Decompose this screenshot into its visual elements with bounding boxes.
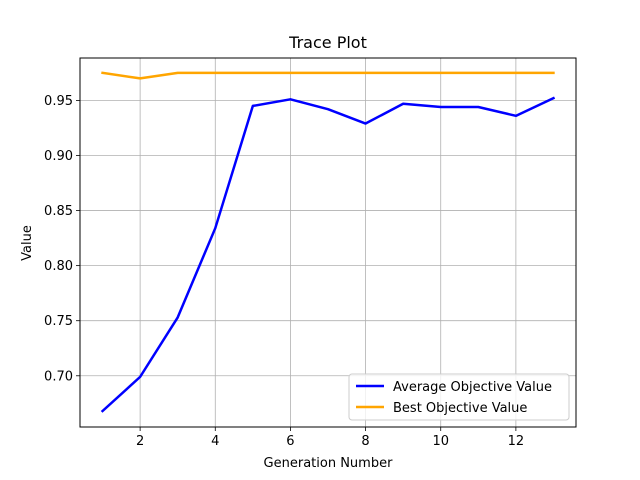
series-layer — [100, 71, 556, 413]
x-tick-label: 6 — [286, 434, 294, 449]
x-tick-label: 10 — [432, 434, 449, 449]
legend: Average Objective Value Best Objective V… — [348, 373, 570, 421]
y-tick-label: 0.85 — [44, 204, 73, 219]
y-tick-label: 0.90 — [44, 149, 73, 164]
x-tick-label: 4 — [211, 434, 219, 449]
legend-label-average: Average Objective Value — [393, 380, 552, 395]
y-axis-label: Value — [20, 225, 35, 261]
y-tick-label: 0.80 — [44, 259, 73, 274]
plot-frame — [79, 57, 577, 428]
grid-layer — [80, 58, 576, 427]
y-tick-label: 0.70 — [44, 369, 73, 384]
x-tick-label: 2 — [136, 434, 144, 449]
legend-label-best: Best Objective Value — [393, 401, 527, 416]
chart-title: Trace Plot — [288, 33, 367, 52]
legend-box — [348, 373, 570, 421]
x-tick-label: 12 — [508, 434, 525, 449]
y-tick-label: 0.95 — [44, 94, 73, 109]
y-tick-label: 0.75 — [44, 314, 73, 329]
series-line-average-objective — [100, 96, 556, 413]
x-tick-label: 8 — [361, 434, 369, 449]
series-line-best-objective — [101, 71, 555, 80]
tick-layer: 2 4 6 8 10 12 0.70 0.75 0.80 0.85 0.90 0.95 — [44, 94, 524, 449]
x-axis-label: Generation Number — [264, 456, 394, 471]
